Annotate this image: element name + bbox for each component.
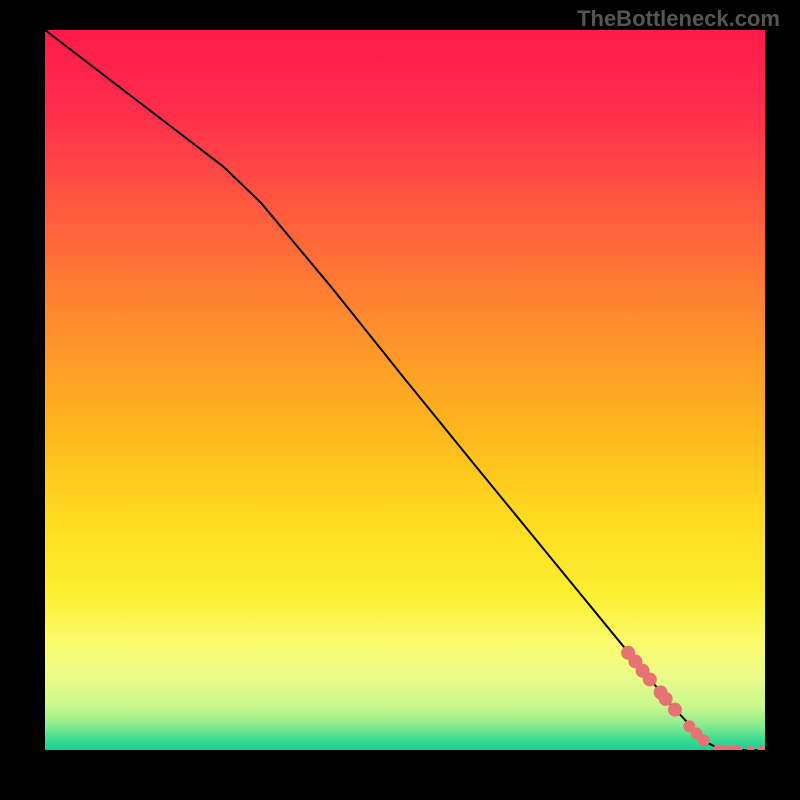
data-marker [643, 672, 657, 686]
watermark-text: TheBottleneck.com [577, 6, 780, 32]
data-marker [668, 703, 682, 717]
chart-background [45, 30, 765, 750]
chart-plot-area [45, 30, 765, 750]
data-marker [698, 735, 710, 747]
data-marker [659, 692, 673, 706]
chart-svg [45, 30, 765, 750]
